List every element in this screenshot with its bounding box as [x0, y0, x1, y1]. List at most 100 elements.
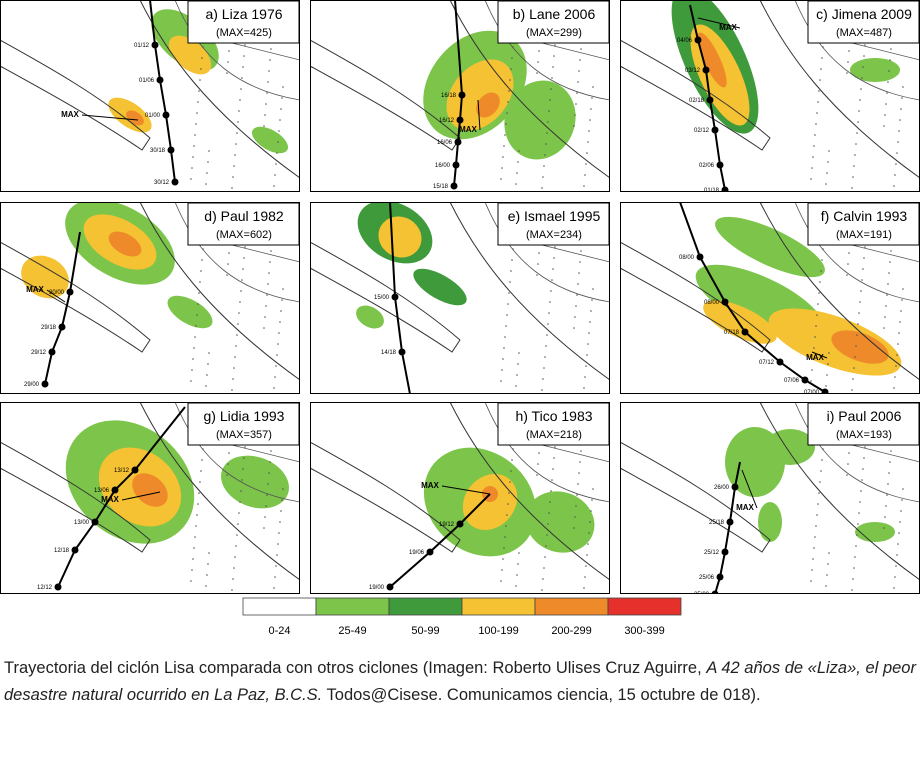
station [811, 167, 813, 169]
station [900, 510, 902, 512]
panel-max: (MAX=234) [526, 229, 582, 241]
panel-border [310, 202, 610, 394]
station [510, 470, 512, 472]
track-label: 16/18 [441, 93, 457, 99]
station [886, 494, 888, 496]
station [232, 176, 234, 178]
station [190, 178, 192, 180]
rain-area [132, 473, 168, 507]
max-label: MAX [806, 353, 824, 362]
station [504, 536, 506, 538]
station [266, 494, 268, 496]
station [810, 178, 812, 180]
station [244, 246, 246, 248]
station [279, 119, 281, 121]
station [855, 545, 857, 547]
station [812, 358, 814, 360]
max-pointer [441, 485, 491, 495]
station [501, 569, 503, 571]
station [586, 354, 588, 356]
station [852, 378, 854, 380]
track-label: 13/12 [114, 468, 130, 474]
station [243, 55, 245, 57]
track-label: 01/18 [704, 188, 720, 194]
station [854, 556, 856, 558]
station [276, 354, 278, 356]
mainland-coast [139, 0, 300, 179]
legend-label: 300-399 [624, 625, 664, 637]
panel-max: (MAX=487) [836, 27, 892, 39]
panel-title: d) Paul 1982 [204, 208, 284, 224]
station [236, 132, 238, 134]
station [270, 250, 272, 252]
station [864, 246, 866, 248]
station [821, 459, 823, 461]
station [895, 163, 897, 165]
station [536, 474, 538, 476]
track-point [721, 298, 729, 306]
station [537, 463, 539, 465]
station [859, 501, 861, 503]
station [518, 352, 520, 354]
rain-area [251, 126, 289, 154]
track-label: 14/18 [381, 350, 397, 356]
station [584, 174, 586, 176]
station [851, 589, 853, 591]
panel-border [310, 402, 610, 594]
station [889, 59, 891, 61]
station [198, 492, 200, 494]
track-point [696, 253, 704, 261]
station [573, 527, 575, 529]
panel-border [0, 0, 300, 192]
station [816, 314, 818, 316]
station [590, 108, 592, 110]
station [517, 563, 519, 565]
station [547, 323, 549, 325]
track-point [162, 111, 170, 119]
station [266, 294, 268, 296]
station [280, 510, 282, 512]
station [503, 145, 505, 147]
station [544, 556, 546, 558]
rain-area [697, 32, 727, 88]
caption-text: Todos@Cisese. Comunicamos ciencia, 15 oc… [322, 686, 761, 704]
station [541, 389, 543, 391]
station [855, 345, 857, 347]
station [578, 70, 580, 72]
station [546, 534, 548, 536]
station [208, 352, 210, 354]
station [901, 499, 903, 501]
station [573, 327, 575, 329]
station [894, 576, 896, 578]
station [205, 585, 207, 587]
station [858, 110, 860, 112]
figure: 01/12 01/06 01/00 30/18 30/12 MAX a) Liza 1976… [0, 0, 920, 637]
station [588, 532, 590, 534]
station [227, 263, 229, 265]
station [554, 44, 556, 46]
track-point [171, 178, 179, 186]
station [517, 161, 519, 163]
rain-area [850, 58, 900, 82]
station [862, 268, 864, 270]
station [509, 281, 511, 283]
track-label: 25/18 [709, 520, 725, 526]
station [588, 130, 590, 132]
track-label: 07/18 [724, 330, 740, 336]
station [589, 521, 591, 523]
track-label: 04/06 [677, 38, 693, 44]
station [193, 145, 195, 147]
station [864, 44, 866, 46]
station [276, 554, 278, 556]
station [825, 385, 827, 387]
station [511, 259, 513, 261]
panel-max: (MAX=218) [526, 429, 582, 441]
station [239, 301, 241, 303]
station [281, 97, 283, 99]
station [857, 323, 859, 325]
track-point [386, 583, 394, 591]
station [828, 150, 830, 152]
track-label: 01/06 [139, 78, 155, 84]
station [280, 310, 282, 312]
caption-italic: A 42 años de «Liza», el peor desastre na… [4, 659, 916, 704]
